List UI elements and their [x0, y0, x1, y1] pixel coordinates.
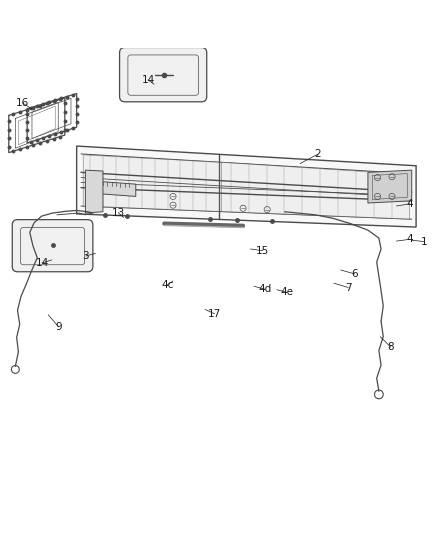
Polygon shape	[368, 170, 412, 203]
Polygon shape	[83, 155, 219, 212]
Text: 4: 4	[406, 235, 413, 244]
FancyBboxPatch shape	[12, 220, 93, 272]
Text: 13: 13	[112, 208, 125, 217]
Text: 4d: 4d	[258, 284, 272, 294]
Text: 4: 4	[406, 199, 413, 209]
Text: 7: 7	[345, 282, 352, 293]
Text: 9: 9	[55, 322, 62, 332]
Text: 6: 6	[351, 269, 358, 279]
Text: 8: 8	[387, 342, 394, 352]
Text: 3: 3	[82, 251, 89, 261]
Text: 1: 1	[420, 237, 427, 247]
Text: 14: 14	[141, 75, 155, 85]
Text: 17: 17	[208, 309, 221, 319]
Text: 2: 2	[314, 149, 321, 159]
Text: 14: 14	[35, 258, 49, 268]
Polygon shape	[94, 181, 136, 197]
Polygon shape	[77, 146, 416, 227]
Text: 15: 15	[256, 246, 269, 256]
Text: 4e: 4e	[280, 287, 293, 297]
Polygon shape	[85, 170, 103, 213]
Text: 4c: 4c	[161, 280, 173, 290]
Text: 16: 16	[16, 98, 29, 108]
FancyBboxPatch shape	[120, 47, 207, 102]
Polygon shape	[221, 162, 410, 219]
